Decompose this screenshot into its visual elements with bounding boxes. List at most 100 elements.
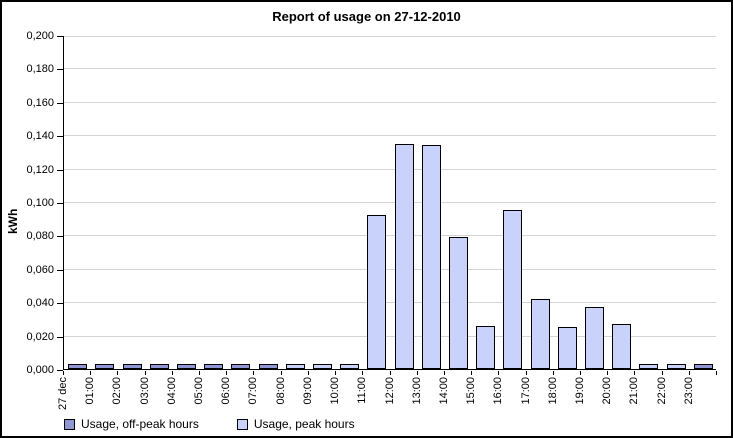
bar-0700 — [259, 364, 278, 369]
x-axis-tick-label: 03:00 — [139, 377, 151, 405]
legend-item: Usage, peak hours — [236, 417, 355, 431]
y-axis-tick — [57, 370, 63, 371]
y-axis-tick — [57, 203, 63, 204]
x-axis-tick-label: 18:00 — [547, 377, 559, 405]
y-axis-tick-label: 0,040 — [26, 297, 54, 309]
y-axis-tick — [57, 69, 63, 70]
x-axis-tick — [417, 371, 418, 375]
bar-0400 — [177, 364, 196, 369]
y-axis-tick-label: 0,060 — [26, 264, 54, 276]
x-axis-tick-label: 17:00 — [520, 377, 532, 405]
x-axis-tick-label: 13:00 — [411, 377, 423, 405]
x-axis-tick — [662, 371, 663, 375]
x-axis-tick-label: 27 dec — [57, 377, 69, 411]
x-axis-tick — [281, 371, 282, 375]
x-axis-tick-label: 15:00 — [465, 377, 477, 405]
x-axis-tick — [199, 371, 200, 375]
y-axis-tick-label: 0,120 — [26, 164, 54, 176]
legend: Usage, off-peak hours Usage, peak hours — [64, 417, 355, 431]
y-axis-tick-label: 0,000 — [26, 364, 54, 376]
x-axis-tick-label: 09:00 — [302, 377, 314, 405]
y-axis-tick — [57, 136, 63, 137]
gridline — [64, 135, 716, 136]
bar-0200 — [123, 364, 142, 369]
bar-0600 — [231, 364, 250, 369]
x-axis-tick — [498, 371, 499, 375]
plot-area — [63, 36, 716, 370]
bar-1900 — [585, 307, 604, 369]
bar-0900 — [313, 364, 332, 369]
legend-swatch — [236, 418, 248, 430]
y-axis-tick-label: 0,140 — [26, 130, 54, 142]
x-axis-tick — [716, 371, 717, 375]
x-axis-tick — [553, 371, 554, 375]
x-axis-tick-label: 21:00 — [628, 377, 640, 405]
bar-0500 — [204, 364, 223, 369]
x-axis-tick-label: 05:00 — [193, 377, 205, 405]
bar-1400 — [449, 237, 468, 369]
gridline — [64, 336, 716, 337]
x-axis-tick-label: 20:00 — [601, 377, 613, 405]
gridline — [64, 302, 716, 303]
x-axis-tick-label: 08:00 — [275, 377, 287, 405]
legend-item: Usage, off-peak hours — [64, 417, 199, 431]
y-axis-tick — [57, 103, 63, 104]
legend-label: Usage, peak hours — [253, 417, 355, 431]
bar-2200 — [667, 364, 686, 369]
x-axis-tick — [580, 371, 581, 375]
x-axis-tick — [471, 371, 472, 375]
x-axis-tick-label: 10:00 — [329, 377, 341, 405]
x-axis-tick — [90, 371, 91, 375]
gridline — [64, 102, 716, 103]
x-axis-tick-label: 04:00 — [166, 377, 178, 405]
x-axis-tick-label: 06:00 — [220, 377, 232, 405]
bar-27dec — [68, 364, 87, 369]
x-axis-tick — [172, 371, 173, 375]
gridline — [64, 235, 716, 236]
x-axis-tick — [63, 371, 64, 375]
x-axis-tick — [226, 371, 227, 375]
y-axis-tick-label: 0,020 — [26, 331, 54, 343]
gridline — [64, 202, 716, 203]
x-axis-tick-label: 22:00 — [656, 377, 668, 405]
y-axis-tick-label: 0,200 — [26, 30, 54, 42]
x-axis-tick — [145, 371, 146, 375]
gridline — [64, 269, 716, 270]
bar-2100 — [639, 364, 658, 369]
y-axis-tick — [57, 270, 63, 271]
y-axis-tick-label: 0,160 — [26, 97, 54, 109]
bar-1200 — [395, 144, 414, 369]
x-axis-tick-label: 23:00 — [683, 377, 695, 405]
x-axis-tick — [689, 371, 690, 375]
y-axis-tick — [57, 36, 63, 37]
legend-label: Usage, off-peak hours — [81, 417, 199, 431]
gridline — [64, 36, 716, 37]
x-axis-tick — [362, 371, 363, 375]
x-axis-tick — [253, 371, 254, 375]
y-axis-tick — [57, 337, 63, 338]
x-axis-tick-label: 19:00 — [574, 377, 586, 405]
x-axis-tick — [444, 371, 445, 375]
y-axis-tick — [57, 236, 63, 237]
bar-1500 — [476, 326, 495, 369]
bar-0100 — [95, 364, 114, 369]
bar-1300 — [422, 145, 441, 369]
bar-2000 — [612, 324, 631, 369]
bar-1000 — [340, 364, 359, 369]
x-axis-tick-label: 02:00 — [111, 377, 123, 405]
x-axis-tick — [117, 371, 118, 375]
y-axis-tick-label: 0,180 — [26, 63, 54, 75]
bar-1800 — [558, 327, 577, 369]
legend-swatch — [64, 418, 75, 430]
x-axis-tick — [335, 371, 336, 375]
bar-0800 — [286, 364, 305, 369]
x-axis-tick — [526, 371, 527, 375]
x-axis-tick — [308, 371, 309, 375]
x-axis-tick — [390, 371, 391, 375]
x-axis-tick — [607, 371, 608, 375]
chart-title: Report of usage on 27-12-2010 — [272, 9, 461, 24]
bar-0300 — [150, 364, 169, 369]
bar-1700 — [531, 299, 550, 369]
y-axis-tick-label: 0,100 — [26, 197, 54, 209]
